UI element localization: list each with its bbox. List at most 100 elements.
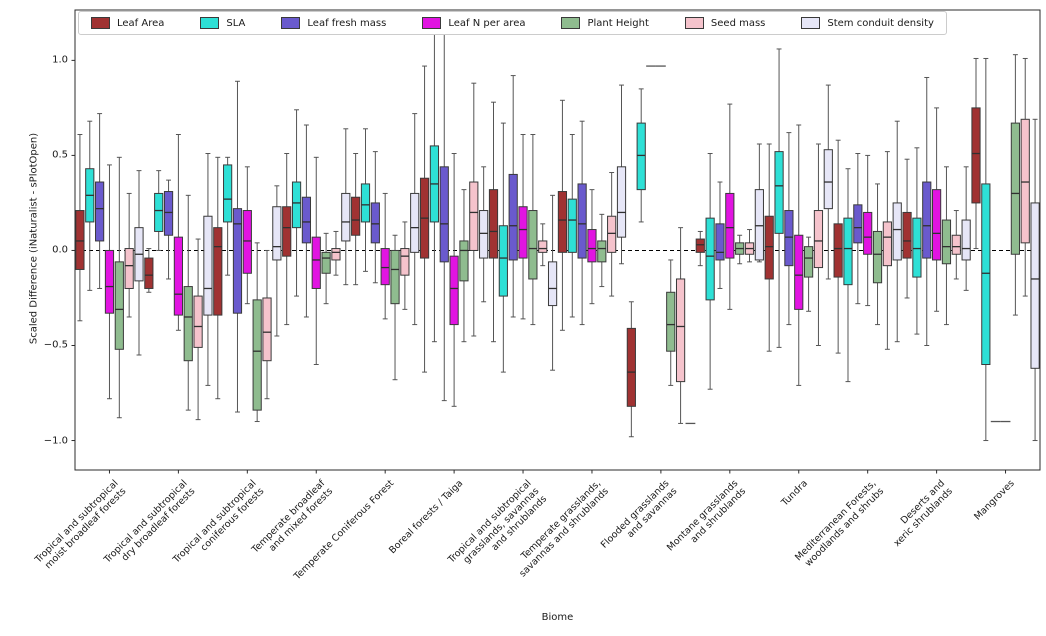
legend-label: Leaf Area <box>117 17 165 29</box>
box-leaf-area <box>833 223 843 278</box>
axes-frame <box>74 9 1041 471</box>
box-seed-mass <box>813 210 824 269</box>
box-sla <box>360 183 371 223</box>
box-plant-height <box>114 261 124 350</box>
x-axis-label: Biome <box>541 612 574 623</box>
box-seed-mass <box>193 295 203 348</box>
box-sla <box>912 217 922 278</box>
box-stem-conduit-density <box>754 189 764 261</box>
box-plant-height <box>941 219 952 265</box>
box-stem-conduit-density <box>961 219 971 261</box>
legend-item-leaf-fresh-mass: Leaf fresh mass <box>281 17 386 29</box>
box-seed-mass <box>1020 118 1030 244</box>
legend-swatch <box>684 17 704 29</box>
y-tick-label: 0.0 <box>52 244 68 256</box>
legend-item-seed-mass: Seed mass <box>684 17 766 29</box>
box-plant-height <box>1010 122 1020 255</box>
box-plant-height <box>872 230 883 284</box>
box-seed-mass <box>675 278 686 383</box>
box-seed-mass <box>607 215 617 253</box>
box-sla <box>705 217 715 301</box>
box-stem-conduit-density <box>341 192 351 242</box>
box-leaf-area <box>695 238 705 253</box>
legend-label: Seed mass <box>710 17 766 29</box>
y-tick-label: 0.5 <box>52 149 68 161</box>
legend-swatch <box>91 17 110 29</box>
y-tick-label: −0.5 <box>43 339 68 351</box>
box-leaf-n-per-area <box>311 236 321 289</box>
box-leaf-fresh-mass <box>301 196 312 244</box>
legend-item-stem-conduit-density: Stem conduit density <box>801 17 934 29</box>
box-leaf-fresh-mass <box>784 210 794 267</box>
box-seed-mass <box>951 234 961 255</box>
box-seed-mass <box>124 248 134 289</box>
legend-label: Plant Height <box>587 17 649 29</box>
box-sla <box>981 183 991 366</box>
box-leaf-area <box>626 327 636 407</box>
box-stem-conduit-density <box>203 215 213 316</box>
legend-item-plant-height: Plant Height <box>561 17 649 29</box>
box-leaf-fresh-mass <box>370 202 380 244</box>
box-plant-height <box>390 249 400 305</box>
box-sla <box>154 192 164 232</box>
box-stem-conduit-density <box>823 149 833 210</box>
box-seed-mass <box>538 240 548 253</box>
box-stem-conduit-density <box>547 261 558 307</box>
legend-swatch <box>561 17 581 29</box>
y-tick-label: −1.0 <box>43 435 68 447</box>
box-leaf-area <box>488 189 499 259</box>
box-leaf-fresh-mass <box>163 191 174 236</box>
box-sla <box>843 217 853 286</box>
box-leaf-area <box>75 210 85 270</box>
box-plant-height <box>528 210 538 280</box>
box-leaf-n-per-area <box>725 192 735 259</box>
box-sla <box>636 122 646 191</box>
y-axis-label: Scaled Difference (iNaturalist - sPlotOp… <box>28 132 40 345</box>
legend-item-leaf-area: Leaf Area <box>91 17 164 29</box>
box-plant-height <box>459 240 469 282</box>
box-leaf-area <box>144 257 154 289</box>
box-leaf-area <box>282 206 292 257</box>
box-leaf-n-per-area <box>173 236 183 316</box>
box-seed-mass <box>262 297 272 362</box>
y-tick-label: 1.0 <box>52 54 68 66</box>
box-stem-conduit-density <box>272 206 282 261</box>
box-sla <box>498 225 508 297</box>
box-leaf-fresh-mass <box>715 223 725 261</box>
box-sla <box>223 164 233 223</box>
box-seed-mass <box>400 248 410 276</box>
legend-label: Stem conduit density <box>827 17 934 29</box>
box-seed-mass <box>331 248 341 261</box>
legend-label: SLA <box>226 17 246 29</box>
box-sla <box>567 198 577 253</box>
box-plant-height <box>252 299 262 411</box>
box-leaf-n-per-area <box>380 248 390 286</box>
box-leaf-area <box>213 227 223 316</box>
box-seed-mass <box>882 221 892 267</box>
box-leaf-n-per-area <box>104 249 115 314</box>
box-leaf-fresh-mass <box>232 208 243 314</box>
box-leaf-fresh-mass <box>853 204 863 244</box>
legend-label: Leaf fresh mass <box>307 17 387 29</box>
legend: Leaf Area SLA Leaf fresh mass Leaf N per ar… <box>78 11 947 35</box>
box-leaf-fresh-mass <box>95 181 105 242</box>
legend-swatch <box>801 17 821 29</box>
legend-swatch <box>200 17 220 29</box>
box-stem-conduit-density <box>1030 202 1040 369</box>
box-plant-height <box>666 291 676 352</box>
box-leaf-n-per-area <box>863 211 873 255</box>
box-leaf-fresh-mass <box>922 181 932 259</box>
legend-item-leaf-n-per-area: Leaf N per area <box>422 17 525 29</box>
box-leaf-fresh-mass <box>439 166 449 263</box>
box-leaf-n-per-area <box>518 206 528 259</box>
box-leaf-n-per-area <box>794 234 804 310</box>
box-seed-mass <box>469 181 479 251</box>
box-sla <box>774 151 784 234</box>
legend-swatch <box>422 17 442 29</box>
box-leaf-area <box>764 215 774 280</box>
box-leaf-area <box>971 107 981 204</box>
box-leaf-area <box>902 211 912 259</box>
box-leaf-fresh-mass <box>508 173 518 261</box>
